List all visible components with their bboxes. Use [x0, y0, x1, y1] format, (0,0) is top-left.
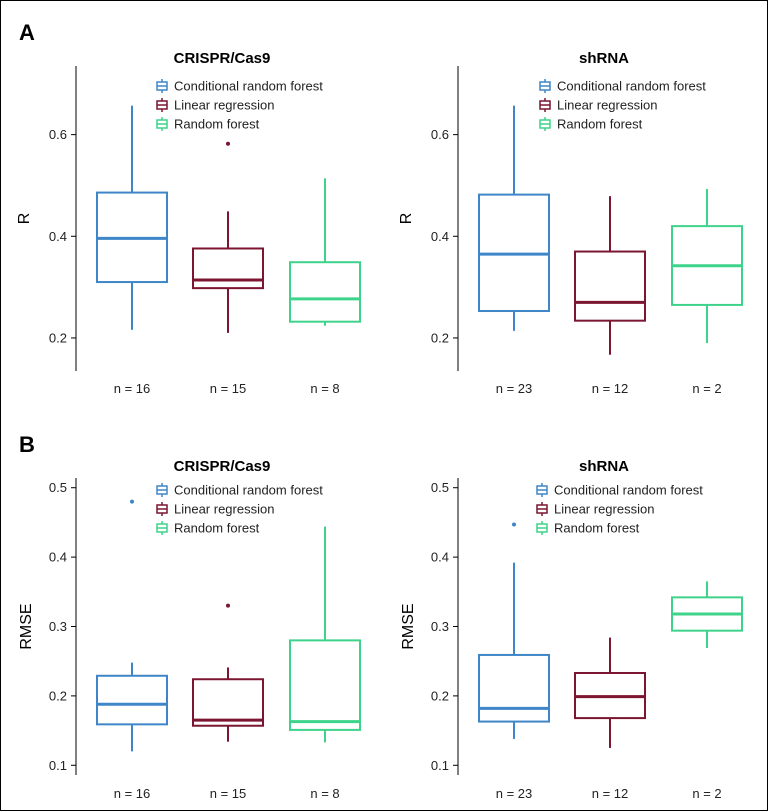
legend-entry: Conditional random forest [536, 483, 703, 498]
legend-label: Conditional random forest [557, 79, 706, 94]
legend-entry: Random forest [156, 521, 260, 536]
x-tick-label: n = 2 [692, 381, 721, 396]
legend-label: Linear regression [174, 502, 274, 517]
x-tick-label: n = 8 [310, 786, 339, 801]
y-tick-label: 0.5 [431, 480, 449, 495]
legend-label: Conditional random forest [554, 483, 703, 498]
box-linear-regression [574, 637, 646, 748]
box-body [192, 247, 264, 290]
legend-entry: Conditional random forest [156, 79, 323, 94]
y-tick-label: 0.3 [49, 619, 67, 634]
chart-title: CRISPR/Cas9 [174, 50, 271, 67]
y-tick-label: 0.6 [431, 127, 449, 142]
y-tick-label: 0.4 [49, 229, 67, 244]
legend-label: Linear regression [554, 502, 654, 517]
legend-entry: Linear regression [539, 98, 657, 113]
chart-title: shRNA [579, 458, 629, 475]
y-tick-label: 0.2 [49, 688, 67, 703]
box-random-forest [671, 189, 743, 344]
box-linear-regression [192, 141, 264, 333]
x-tick-label: n = 16 [114, 786, 151, 801]
y-tick-label: 0.6 [49, 127, 67, 142]
outlier-point [512, 522, 516, 527]
y-axis-title: R [16, 213, 33, 225]
legend-label: Conditional random forest [174, 483, 323, 498]
legend-entry: Linear regression [536, 502, 654, 517]
box-random-forest [671, 581, 743, 649]
y-axis-title: R [398, 213, 415, 225]
x-tick-label: n = 2 [692, 786, 721, 801]
x-tick-label: n = 15 [210, 786, 247, 801]
box-body [574, 250, 646, 322]
y-tick-label: 0.4 [431, 550, 449, 565]
box-conditional-random-forest [478, 105, 550, 331]
legend-entry: Conditional random forest [156, 483, 323, 498]
x-tick-label: n = 23 [496, 381, 533, 396]
x-tick-label: n = 23 [496, 786, 533, 801]
y-tick-label: 0.2 [431, 688, 449, 703]
legend-label: Random forest [174, 117, 260, 132]
x-tick-label: n = 8 [310, 381, 339, 396]
y-tick-label: 0.2 [49, 330, 67, 345]
y-tick-label: 0.4 [431, 229, 449, 244]
x-tick-label: n = 12 [592, 786, 629, 801]
box-body [478, 653, 550, 723]
legend-label: Linear regression [174, 98, 274, 113]
box-random-forest [289, 526, 361, 743]
legend-entry: Random forest [156, 117, 260, 132]
box-conditional-random-forest [96, 499, 168, 752]
box-body [289, 639, 361, 731]
legend-entry: Conditional random forest [539, 79, 706, 94]
y-tick-label: 0.2 [431, 330, 449, 345]
chart-title: shRNA [579, 50, 629, 67]
legend-entry: Random forest [539, 117, 643, 132]
legend-entry: Random forest [536, 521, 640, 536]
y-axis-title: RMSE [18, 603, 35, 649]
chart-1: CRISPR/Cas9 0.2 0.4 0.6 Rn = 16 n = 15 n = 8 Co… [16, 50, 361, 396]
box-linear-regression [574, 196, 646, 355]
x-tick-label: n = 16 [114, 381, 151, 396]
legend-label: Random forest [174, 521, 260, 536]
panel-letter-b: B [19, 432, 35, 457]
outlier-point [226, 141, 230, 146]
legend-label: Linear regression [557, 98, 657, 113]
legend-label: Conditional random forest [174, 79, 323, 94]
box-linear-regression [192, 603, 264, 742]
y-tick-label: 0.1 [49, 758, 67, 773]
chart-title: CRISPR/Cas9 [174, 458, 271, 475]
chart-2: shRNA 0.2 0.4 0.6 Rn = 23 n = 12 n = 2 Conditio… [398, 50, 743, 396]
y-tick-label: 0.5 [49, 480, 67, 495]
legend-entry: Linear regression [156, 502, 274, 517]
y-tick-label: 0.3 [431, 619, 449, 634]
box-conditional-random-forest [478, 522, 550, 739]
y-tick-label: 0.4 [49, 550, 67, 565]
box-body [96, 674, 168, 726]
x-tick-label: n = 12 [592, 381, 629, 396]
outlier-point [226, 603, 230, 608]
outlier-point [130, 499, 134, 504]
x-tick-label: n = 15 [210, 381, 247, 396]
box-body [192, 678, 264, 727]
y-tick-label: 0.1 [431, 758, 449, 773]
panel-letter-a: A [19, 20, 35, 45]
y-axis-title: RMSE [400, 603, 417, 649]
chart-4: shRNA 0.1 0.2 0.3 0.4 0.5 RMSE n = 23 n = 12 n = … [400, 458, 743, 801]
legend-label: Random forest [557, 117, 643, 132]
legend-entry: Linear regression [156, 98, 274, 113]
box-conditional-random-forest [96, 105, 168, 330]
legend-label: Random forest [554, 521, 640, 536]
box-random-forest [289, 178, 361, 326]
box-body [289, 261, 361, 323]
chart-3: CRISPR/Cas9 0.1 0.2 0.3 0.4 0.5 RMSE n = 16 n = … [18, 458, 361, 801]
